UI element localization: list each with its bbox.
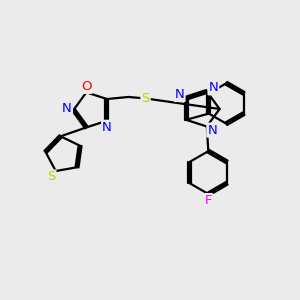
Text: N: N — [62, 102, 72, 115]
Text: N: N — [175, 88, 184, 101]
Text: S: S — [47, 170, 56, 184]
Text: N: N — [208, 81, 218, 94]
Text: S: S — [141, 92, 150, 105]
Text: N: N — [102, 121, 112, 134]
Text: O: O — [81, 80, 92, 93]
Text: F: F — [205, 194, 212, 207]
Text: N: N — [207, 124, 217, 136]
